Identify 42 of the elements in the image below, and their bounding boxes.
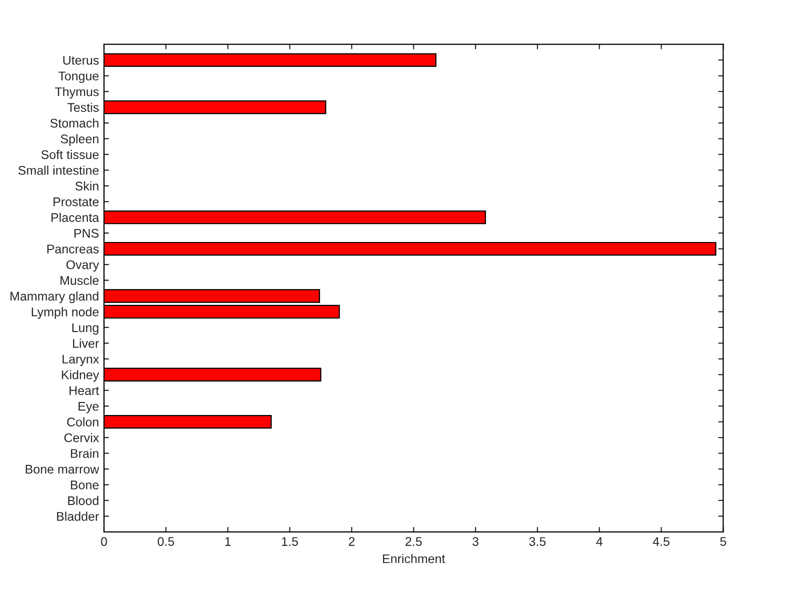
y-tick-label: Testis xyxy=(67,102,99,112)
x-tick-label: 0 xyxy=(101,537,107,546)
x-tick-label: 2.5 xyxy=(406,537,422,546)
y-tick-label: Larynx xyxy=(62,354,100,366)
y-tick-label: Pancreas xyxy=(47,244,99,254)
x-tick-label: 5 xyxy=(720,537,726,546)
x-tick-label: 1.5 xyxy=(282,537,298,546)
x-tick-label: 4 xyxy=(596,537,602,546)
y-tick-label: Kidney xyxy=(62,370,100,382)
y-tick-label: Bladder xyxy=(57,512,99,521)
x-tick-label: 3.5 xyxy=(529,537,546,546)
x-tick-label: 3 xyxy=(472,537,478,546)
y-tick-label: Soft tissue xyxy=(41,150,99,160)
y-tick-label: Blood xyxy=(68,496,98,506)
y-tick-label: Ovary xyxy=(66,260,100,272)
y-tick-label: Stomach xyxy=(50,118,98,128)
y-tick-label: PNS xyxy=(74,228,99,238)
y-tick-label: Eye xyxy=(78,402,99,414)
y-tick-label: Thymus xyxy=(54,86,99,99)
x-tick-label: 2 xyxy=(348,537,355,546)
y-tick-label: Muscle xyxy=(60,276,99,285)
x-tick-label: 1 xyxy=(225,537,231,546)
y-tick-label: Heart xyxy=(70,386,100,396)
y-tick-label: Liver xyxy=(73,338,99,348)
y-tick-label: Skin xyxy=(75,181,98,191)
y-tick-label: Bone xyxy=(70,480,99,490)
y-tick-label: Tongue xyxy=(58,72,99,83)
y-tick-label: Cervix xyxy=(64,433,100,442)
y-tick-label: Mammary gland xyxy=(10,291,98,304)
y-tick-label: Lung xyxy=(72,323,98,335)
y-tick-label: Colon xyxy=(67,417,98,426)
x-axis-title: Enrichment xyxy=(383,554,446,564)
y-tick-label: Spleen xyxy=(60,134,98,146)
x-tick-label: 0.5 xyxy=(158,537,174,546)
y-tick-label: Small intestine xyxy=(18,166,99,175)
y-tick-label: Brain xyxy=(70,448,98,458)
y-tick-label: Placenta xyxy=(52,212,100,222)
y-tick-label: Bone marrow xyxy=(26,464,100,474)
y-tick-label: Prostate xyxy=(54,198,99,206)
y-tick-label: Uterus xyxy=(63,56,99,65)
x-tick-label: 4.5 xyxy=(652,537,670,546)
y-tick-label: Lymph node xyxy=(32,307,99,319)
